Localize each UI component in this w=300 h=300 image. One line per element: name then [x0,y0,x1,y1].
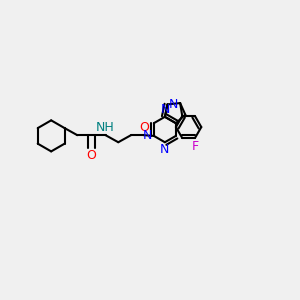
Text: F: F [191,140,199,153]
Text: NH: NH [96,121,115,134]
Text: O: O [86,149,96,162]
Text: N: N [161,103,170,116]
Text: N: N [143,129,152,142]
Text: O: O [139,121,149,134]
Text: N: N [169,98,178,111]
Text: N: N [160,143,170,156]
